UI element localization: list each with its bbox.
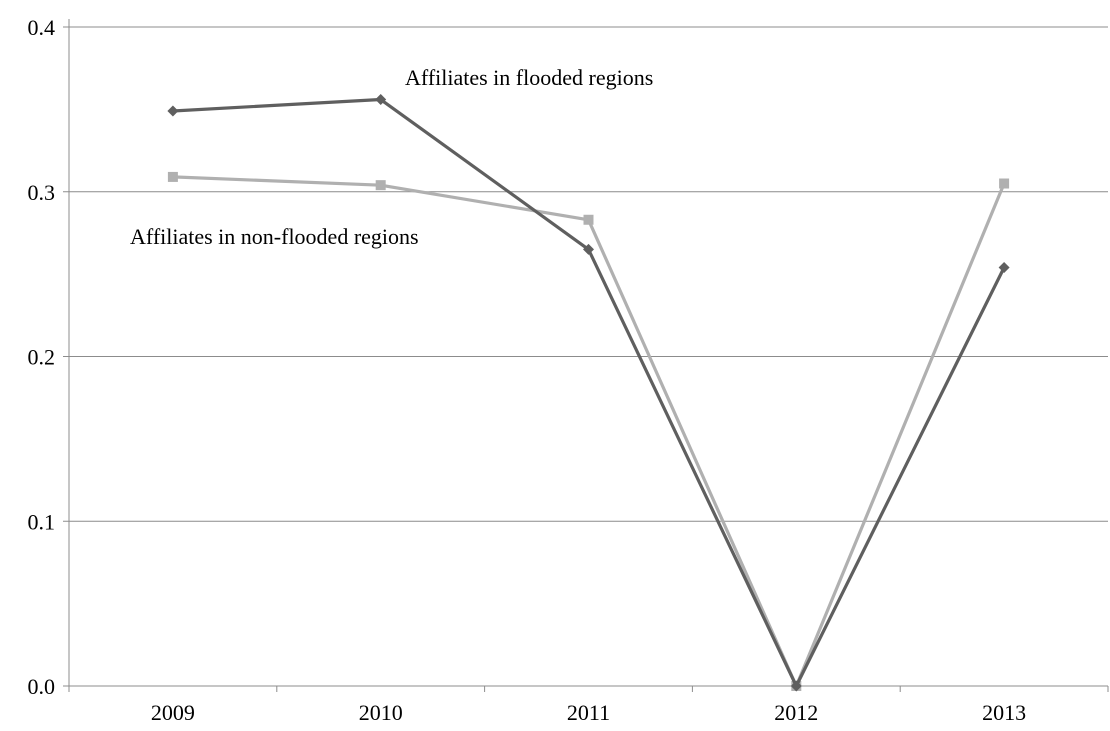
y-tick-label: 0.0 [28,674,56,699]
series-0 [167,93,1010,692]
series-annotation: Affiliates in flooded regions [405,65,653,90]
x-tick-label: 2013 [982,700,1026,725]
data-point-diamond [167,105,179,117]
data-point-square [167,171,178,182]
x-tick-label: 2009 [151,700,195,725]
axes [63,19,1109,692]
y-tick-label: 0.3 [28,180,56,205]
x-tick-label: 2011 [567,700,610,725]
series-annotation: Affiliates in non-flooded regions [130,224,419,249]
data-point-square [583,214,594,225]
data-point-square [999,178,1010,189]
series-line [172,97,1006,688]
y-tick-label: 0.4 [28,15,56,40]
data-point-diamond [583,243,594,255]
y-tick-label: 0.2 [28,345,56,370]
y-tick-label: 0.1 [28,509,56,534]
x-tick-label: 2012 [774,700,818,725]
x-tick-label: 2010 [359,700,403,725]
data-point-diamond [790,680,802,692]
data-point-diamond [998,262,1010,274]
data-point-diamond [375,93,387,105]
gridlines [69,26,1108,522]
labels: 0.0 0.1 0.2 0.3 0.4 2009 2010 2011 2012 2013 Affil… [28,15,1027,725]
series [167,93,1010,692]
data-point-square [375,180,386,191]
